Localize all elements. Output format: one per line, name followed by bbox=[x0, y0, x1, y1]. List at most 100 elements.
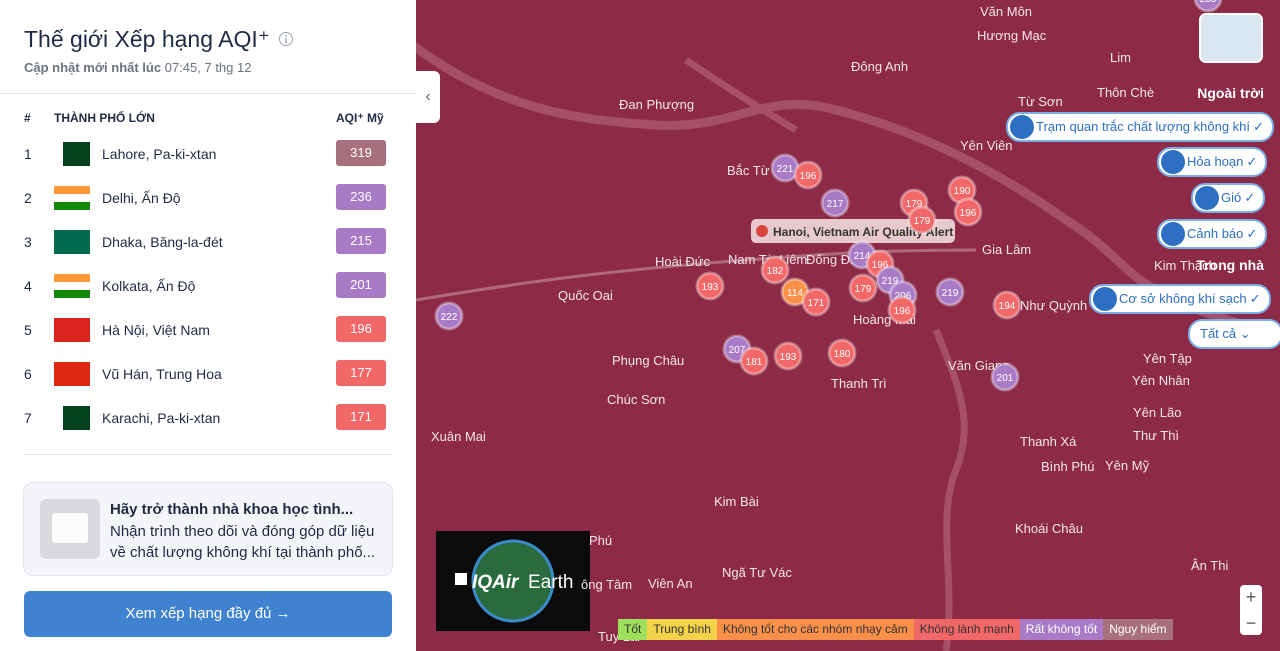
toggle-label: Gió bbox=[1221, 190, 1242, 205]
layer-toggle[interactable]: Cơ sở không khí sạch ✓ bbox=[1089, 284, 1271, 314]
earth-product: Earth bbox=[528, 572, 573, 593]
flag bbox=[54, 186, 90, 210]
minimap[interactable] bbox=[1199, 13, 1263, 63]
toggle-icon bbox=[1161, 150, 1185, 174]
aqi-value: 207 bbox=[729, 345, 746, 356]
rank: 2 bbox=[24, 190, 32, 206]
promo-title: Hãy trở thành nhà khoa học tình... bbox=[110, 501, 354, 518]
place-label: Hoài Đức bbox=[655, 254, 710, 269]
aqi-value: 114 bbox=[787, 288, 803, 299]
legend-item: Không lành mạnh bbox=[913, 619, 1020, 640]
place-label: Bình Phú bbox=[1041, 459, 1095, 474]
aqi-value: 179 bbox=[855, 284, 872, 295]
alert-pill[interactable] bbox=[751, 219, 955, 243]
aqi-marker[interactable] bbox=[990, 362, 1020, 392]
aqi-badge: 215 bbox=[336, 228, 386, 254]
flag bbox=[54, 406, 90, 430]
aqi-marker[interactable] bbox=[907, 205, 937, 235]
aqi-value: 181 bbox=[746, 357, 763, 368]
aqi-marker[interactable] bbox=[827, 338, 857, 368]
map[interactable]: IQAir Earth Hanoi, Vietnam Air Quality A… bbox=[416, 0, 1280, 651]
aqi-marker[interactable] bbox=[935, 277, 965, 307]
check: ✓ bbox=[1246, 154, 1258, 169]
table-row[interactable]: 4 Kolkata, Ấn Độ 201 bbox=[0, 264, 416, 308]
rank: 6 bbox=[24, 366, 32, 382]
legend-item: Nguy hiểm bbox=[1103, 619, 1173, 640]
table-row[interactable]: 1 Lahore, Pa-ki-xtan 319 bbox=[0, 132, 416, 176]
toggle-icon bbox=[1161, 222, 1185, 246]
aqi-badge: 177 bbox=[336, 360, 386, 386]
aqi-marker[interactable] bbox=[992, 290, 1022, 320]
legend: Tốt Trung bình Không tốt cho các nhóm nhạy… bbox=[618, 619, 1173, 640]
section-label: Ngoài trời bbox=[1197, 85, 1264, 101]
place-label: Ngã Tư Vác bbox=[722, 565, 792, 580]
table-row[interactable]: 6 Vũ Hán, Trung Hoa 177 bbox=[0, 352, 416, 396]
aqi-marker[interactable] bbox=[848, 273, 878, 303]
place-label: Thanh Trì bbox=[831, 376, 887, 391]
aqi-value: 196 bbox=[960, 208, 977, 219]
zoom-control[interactable] bbox=[1240, 585, 1262, 635]
rank: 7 bbox=[24, 410, 32, 426]
place-label: Kim Bài bbox=[714, 494, 759, 509]
place-label: Hương Mạc bbox=[977, 28, 1047, 43]
toggle-icon bbox=[1195, 186, 1219, 210]
place-label: Yên Mỹ bbox=[1105, 458, 1150, 473]
aqi-value: 222 bbox=[441, 312, 458, 323]
section-label: Trong nhà bbox=[1196, 257, 1264, 273]
table-row[interactable]: 7 Karachi, Pa-ki-xtan 171 bbox=[0, 396, 416, 440]
aqi-marker[interactable] bbox=[695, 271, 725, 301]
aqi-value: 201 bbox=[997, 373, 1014, 384]
city: Dhaka, Băng-la-đét bbox=[102, 234, 223, 250]
flag bbox=[54, 362, 90, 386]
flag bbox=[54, 142, 90, 166]
aqi-badge: 201 bbox=[336, 272, 386, 298]
place-label: Kim Thạch bbox=[1154, 258, 1216, 273]
place-label: Thôn Chè bbox=[1097, 85, 1154, 100]
place-label: Viên An bbox=[648, 576, 693, 591]
filter-dropdown[interactable]: Tất cả ⌄ bbox=[1188, 319, 1280, 349]
aqi-marker[interactable] bbox=[953, 197, 983, 227]
place-label: Phú bbox=[589, 533, 612, 548]
aqi-marker[interactable] bbox=[887, 295, 917, 325]
aqi-marker[interactable] bbox=[793, 160, 823, 190]
place-label: Phụng Châu bbox=[612, 353, 684, 368]
layer-toggle[interactable]: Gió ✓ bbox=[1191, 183, 1266, 213]
place-label: Như Quỳnh bbox=[1020, 298, 1087, 313]
layer-toggle[interactable]: Hỏa hoạn ✓ bbox=[1157, 147, 1268, 177]
toggle-label: Trạm quan trắc chất lượng không khí bbox=[1036, 119, 1251, 134]
place-label: Thư Thì bbox=[1133, 428, 1179, 443]
aqi-marker[interactable] bbox=[801, 287, 831, 317]
table-row[interactable]: 5 Hà Nội, Việt Nam 196 bbox=[0, 308, 416, 352]
place-label: Ân Thi bbox=[1191, 558, 1228, 573]
toggle-label: Cơ sở không khí sạch bbox=[1119, 291, 1247, 306]
city: Hà Nội, Việt Nam bbox=[102, 322, 210, 338]
legend-item: Rất không tốt bbox=[1019, 619, 1104, 640]
rank: 4 bbox=[24, 278, 32, 294]
aqi-marker[interactable] bbox=[1193, 0, 1223, 13]
layer-toggle[interactable]: Trạm quan trắc chất lượng không khí ✓ bbox=[1006, 112, 1275, 142]
aqi-value: 171 bbox=[808, 298, 825, 309]
collapse-button[interactable]: ‹ bbox=[416, 71, 440, 123]
full-ranking-button[interactable]: Xem xếp hạng đầy đủ → bbox=[24, 591, 392, 637]
aqi-value: 194 bbox=[999, 301, 1016, 312]
flag bbox=[54, 318, 90, 342]
table-row[interactable]: 3 Dhaka, Băng-la-đét 215 bbox=[0, 220, 416, 264]
aqi-value: 179 bbox=[906, 199, 923, 210]
promo-card[interactable]: Hãy trở thành nhà khoa học tình... Nhận … bbox=[23, 482, 393, 576]
aqi-marker[interactable] bbox=[434, 301, 464, 331]
layer-toggle[interactable]: Cảnh báo ✓ bbox=[1157, 219, 1268, 249]
city: Delhi, Ấn Độ bbox=[102, 190, 181, 206]
divider bbox=[0, 93, 416, 94]
aqi-marker[interactable] bbox=[820, 188, 850, 218]
city: Vũ Hán, Trung Hoa bbox=[102, 366, 222, 382]
aqi-marker[interactable] bbox=[760, 255, 790, 285]
info-icon[interactable] bbox=[278, 31, 294, 47]
aqi-value: 196 bbox=[894, 306, 911, 317]
aqi-marker[interactable] bbox=[773, 341, 803, 371]
aqi-marker[interactable] bbox=[739, 346, 769, 376]
city: Karachi, Pa-ki-xtan bbox=[102, 410, 221, 426]
check: ✓ bbox=[1253, 119, 1265, 134]
toggle-icon bbox=[1093, 287, 1117, 311]
table-row[interactable]: 2 Delhi, Ấn Độ 236 bbox=[0, 176, 416, 220]
place-label: Gia Lâm bbox=[982, 242, 1031, 257]
